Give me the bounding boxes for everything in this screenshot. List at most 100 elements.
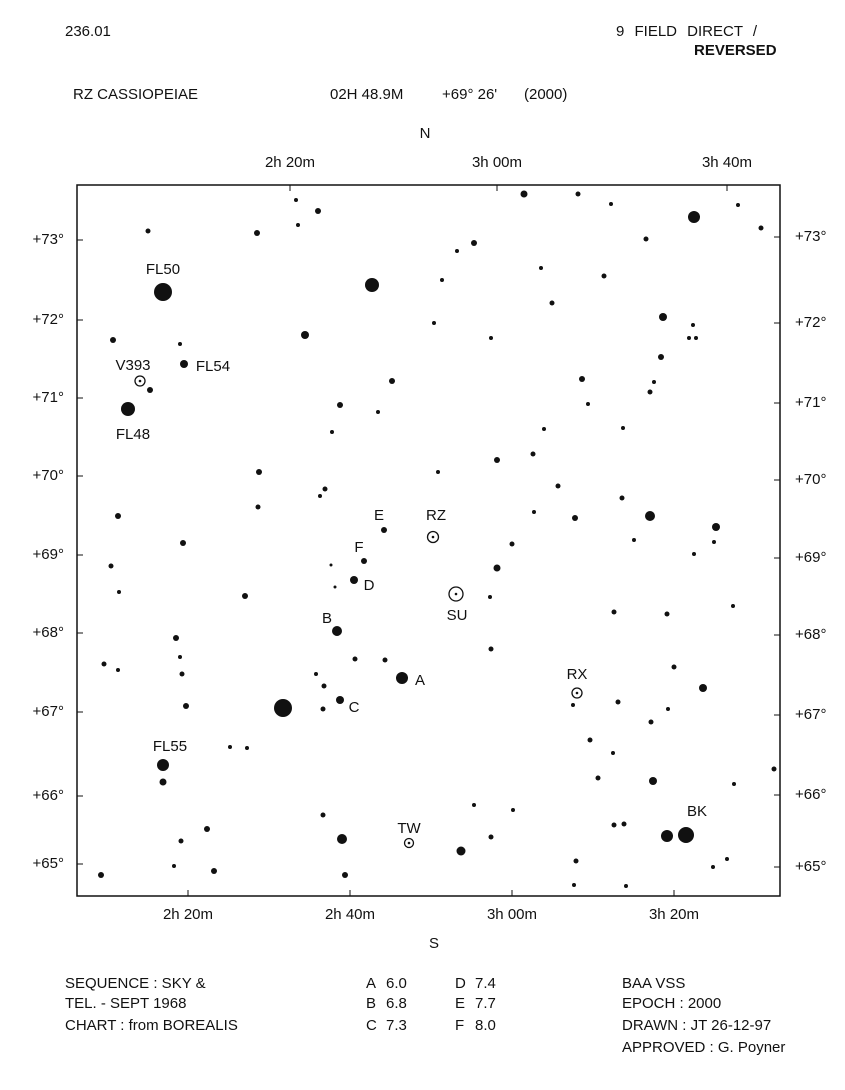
bottom-ra-label: 3h 00m bbox=[487, 906, 537, 923]
star bbox=[643, 236, 649, 242]
star bbox=[314, 672, 318, 676]
comparison-magnitude: 6.8 bbox=[386, 995, 407, 1012]
orientation: REVERSED bbox=[694, 42, 777, 59]
star bbox=[381, 527, 387, 533]
star bbox=[183, 703, 189, 709]
star bbox=[511, 808, 515, 812]
star bbox=[571, 703, 575, 707]
star bbox=[694, 336, 698, 340]
star bbox=[688, 211, 700, 223]
star bbox=[532, 510, 536, 514]
star bbox=[575, 191, 581, 197]
star bbox=[116, 668, 120, 672]
star bbox=[376, 410, 380, 414]
bottom-ra-label: 2h 40m bbox=[325, 906, 375, 923]
star bbox=[678, 827, 694, 843]
right-dec-label: +66° bbox=[795, 786, 826, 803]
star bbox=[649, 777, 657, 785]
star bbox=[595, 775, 601, 781]
star bbox=[471, 240, 477, 246]
star bbox=[725, 857, 729, 861]
star-label: E bbox=[374, 507, 384, 524]
star bbox=[542, 427, 546, 431]
star bbox=[712, 523, 720, 531]
star bbox=[98, 872, 104, 878]
star bbox=[178, 655, 182, 659]
star bbox=[601, 273, 607, 279]
star bbox=[204, 826, 210, 832]
star bbox=[172, 864, 176, 868]
star bbox=[108, 563, 114, 569]
comparison-magnitude: 7.7 bbox=[475, 995, 496, 1012]
comparison-magnitude: 6.0 bbox=[386, 975, 407, 992]
star bbox=[320, 812, 326, 818]
star-label: D bbox=[364, 577, 375, 594]
star bbox=[611, 609, 617, 615]
comparison-label: B bbox=[366, 995, 376, 1012]
left-dec-label: +73° bbox=[33, 231, 64, 248]
star bbox=[494, 457, 500, 463]
star bbox=[178, 342, 182, 346]
star bbox=[621, 821, 627, 827]
star bbox=[555, 483, 561, 489]
star bbox=[318, 494, 322, 498]
left-dec-label: +71° bbox=[33, 389, 64, 406]
star bbox=[342, 872, 348, 878]
chart-number: 236.01 bbox=[65, 23, 111, 40]
star-label: B bbox=[322, 610, 332, 627]
star bbox=[322, 486, 328, 492]
star bbox=[632, 538, 636, 542]
left-dec-label: +72° bbox=[33, 311, 64, 328]
star bbox=[245, 746, 249, 750]
left-dec-label: +67° bbox=[33, 703, 64, 720]
star bbox=[315, 208, 321, 214]
star bbox=[173, 635, 179, 641]
star bbox=[147, 387, 153, 393]
credit: EPOCH : 2000 bbox=[622, 995, 721, 1012]
star-label: V393 bbox=[115, 357, 150, 374]
star bbox=[211, 868, 217, 874]
star bbox=[493, 564, 501, 572]
variable-star bbox=[571, 687, 583, 699]
variable-star-center bbox=[407, 841, 411, 845]
star bbox=[337, 402, 343, 408]
declination: +69° 26' bbox=[442, 86, 497, 103]
star bbox=[615, 699, 621, 705]
bottom-ra-label: 3h 20m bbox=[649, 906, 699, 923]
star bbox=[539, 266, 543, 270]
star bbox=[645, 511, 655, 521]
credit: BAA VSS bbox=[622, 975, 685, 992]
star bbox=[648, 719, 654, 725]
star bbox=[337, 834, 347, 844]
star-label: FL50 bbox=[146, 261, 180, 278]
star bbox=[254, 230, 260, 236]
star bbox=[621, 426, 625, 430]
right-ascension: 02H 48.9M bbox=[330, 86, 403, 103]
star bbox=[661, 830, 673, 842]
epoch: (2000) bbox=[524, 86, 567, 103]
star bbox=[771, 766, 777, 772]
star bbox=[611, 751, 615, 755]
left-dec-label: +65° bbox=[33, 855, 64, 872]
top-ra-label: 2h 20m bbox=[265, 154, 315, 171]
star bbox=[658, 354, 664, 360]
left-dec-label: +69° bbox=[33, 546, 64, 563]
star bbox=[159, 778, 167, 786]
star bbox=[115, 513, 121, 519]
star bbox=[647, 389, 653, 395]
star-label: BK bbox=[687, 803, 707, 820]
star bbox=[228, 745, 232, 749]
star-label: FL48 bbox=[116, 426, 150, 443]
star bbox=[572, 883, 576, 887]
variable-star bbox=[448, 586, 464, 602]
left-dec-label: +68° bbox=[33, 624, 64, 641]
star bbox=[671, 664, 677, 670]
variable-star bbox=[134, 375, 146, 387]
star bbox=[365, 278, 379, 292]
star bbox=[396, 672, 408, 684]
star-label: C bbox=[349, 699, 360, 716]
star bbox=[117, 590, 121, 594]
star bbox=[488, 595, 492, 599]
star bbox=[361, 558, 367, 564]
star bbox=[687, 336, 691, 340]
